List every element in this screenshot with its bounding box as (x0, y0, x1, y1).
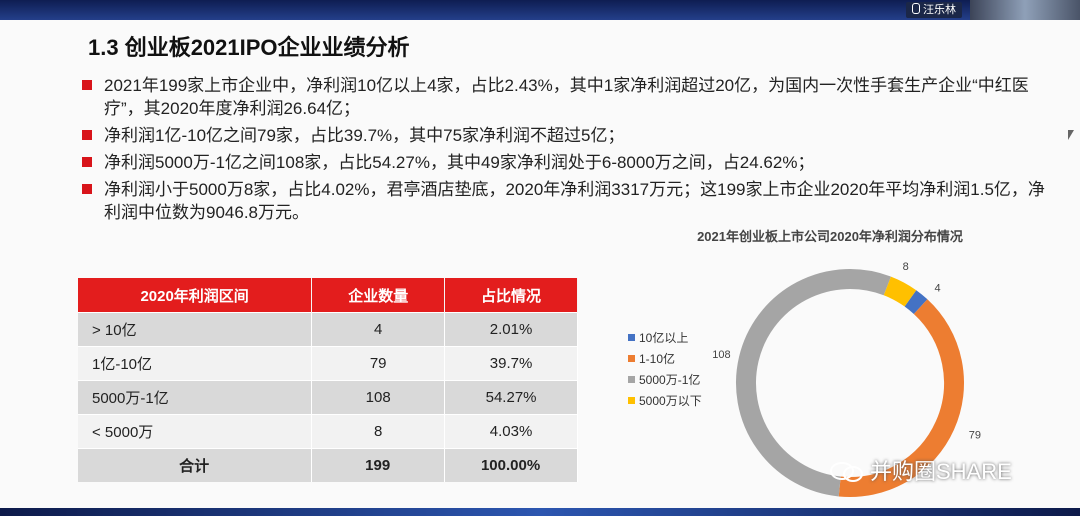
table-cell: 4.03% (444, 414, 578, 449)
donut-slice (838, 299, 964, 497)
donut-slice (904, 290, 928, 315)
bullet-marker-icon (82, 80, 92, 90)
table-row: < 5000万 8 4.03% (78, 414, 578, 449)
donut-data-label: 4 (934, 282, 940, 294)
table-cell: 合计 (78, 448, 313, 482)
legend-item: 10亿以上 (628, 328, 702, 349)
bullet-marker-icon (82, 130, 92, 140)
legend-item: 5000万以下 (628, 391, 702, 412)
legend-swatch (628, 334, 635, 341)
donut-slice (883, 276, 917, 307)
profit-range-table: 2020年利润区间 企业数量 占比情况 > 10亿 4 2.01% 1亿-10亿… (78, 278, 578, 482)
table-row: 5000万-1亿 108 54.27% (78, 380, 578, 415)
shared-slide: 1.3 创业板2021IPO企业业绩分析 2021年199家上市企业中，净利润1… (0, 20, 1080, 508)
mouse-cursor-icon (1068, 130, 1074, 140)
donut-data-label: 79 (969, 430, 981, 442)
bullet-item: 净利润小于5000万8家，占比4.02%，君亭酒店垫底，2020年净利润3317… (80, 178, 1050, 224)
table-cell: 8 (311, 414, 446, 449)
watermark: 并购圈SHARE (830, 454, 1012, 486)
table-cell: 100.00% (444, 448, 578, 482)
meeting-bottom-bar (0, 508, 1080, 516)
active-speaker-indicator: 汪乐林 (906, 2, 962, 18)
meeting-top-bar (0, 0, 1080, 20)
bullet-marker-icon (82, 157, 92, 167)
table-cell: < 5000万 (78, 414, 313, 449)
donut-slice (736, 269, 891, 497)
donut-data-label: 108 (712, 349, 730, 361)
table-cell: 108 (311, 380, 446, 415)
bullet-marker-icon (82, 184, 92, 194)
microphone-icon (912, 3, 920, 14)
bullet-item: 2021年199家上市企业中，净利润10亿以上4家，占比2.43%，其中1家净利… (80, 74, 1050, 120)
table-total-row: 合计 199 100.00% (78, 448, 578, 482)
chart-legend: 10亿以上 1-10亿 5000万-1亿 5000万以下 (628, 328, 702, 412)
donut-data-label: 8 (903, 261, 909, 273)
table-cell: 1亿-10亿 (78, 346, 313, 381)
table-cell: 5000万-1亿 (78, 380, 313, 415)
table-cell: 4 (311, 312, 446, 347)
table-cell: 39.7% (444, 346, 578, 381)
table-cell: 2.01% (444, 312, 578, 347)
table-cell: 199 (311, 448, 446, 482)
table-row: 1亿-10亿 79 39.7% (78, 346, 578, 381)
table-header-cell: 占比情况 (444, 278, 578, 313)
wechat-icon (830, 462, 863, 482)
legend-swatch (628, 355, 635, 362)
bullet-item: 净利润1亿-10亿之间79家，占比39.7%，其中75家净利润不超过5亿； (80, 124, 1050, 147)
legend-swatch (628, 397, 635, 404)
legend-swatch (628, 376, 635, 383)
legend-item: 5000万-1亿 (628, 370, 702, 391)
table-cell: 54.27% (444, 380, 578, 415)
speaker-name: 汪乐林 (923, 3, 956, 16)
table-row: > 10亿 4 2.01% (78, 312, 578, 347)
table-header-row: 2020年利润区间 企业数量 占比情况 (78, 278, 578, 313)
table-cell: > 10亿 (78, 312, 313, 347)
slide-title: 1.3 创业板2021IPO企业业绩分析 (88, 35, 410, 60)
donut-chart: 4 79 108 8 (712, 261, 981, 497)
table-header-cell: 2020年利润区间 (78, 278, 313, 313)
chart-title: 2021年创业板上市公司2020年净利润分布情况 (697, 229, 963, 244)
table-cell: 79 (311, 346, 446, 381)
table-header-cell: 企业数量 (311, 278, 446, 313)
bullet-list: 2021年199家上市企业中，净利润10亿以上4家，占比2.43%，其中1家净利… (80, 74, 1050, 228)
legend-item: 1-10亿 (628, 349, 702, 370)
bullet-item: 净利润5000万-1亿之间108家，占比54.27%，其中49家净利润处于6-8… (80, 151, 1050, 174)
participant-video-thumbnail[interactable] (970, 0, 1080, 20)
